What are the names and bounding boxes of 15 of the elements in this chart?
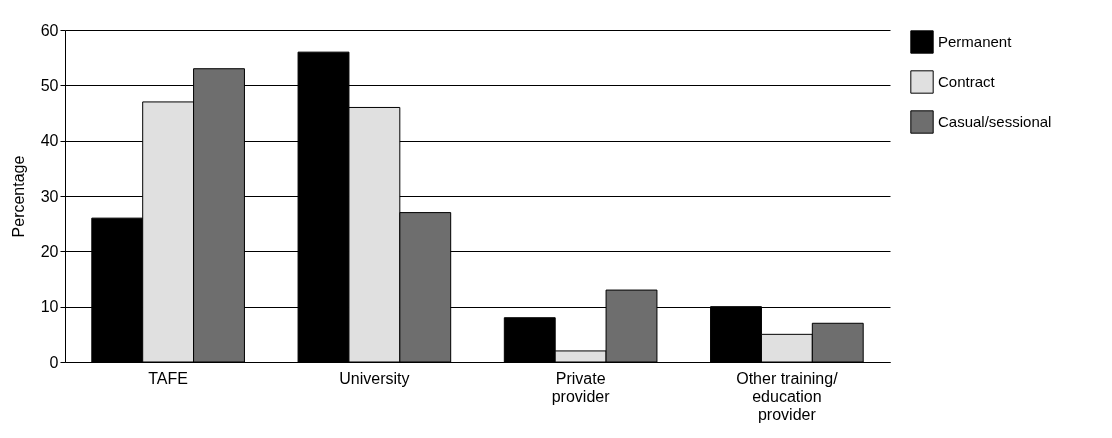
y-tick-label: 60 xyxy=(40,21,59,39)
x-tick-label: Other training/education provider xyxy=(736,369,839,423)
legend-label: Contract xyxy=(938,73,996,90)
y-tick-label: 50 xyxy=(40,76,59,94)
y-tick-label: 30 xyxy=(40,187,59,205)
y-tick-label: 40 xyxy=(40,132,59,150)
x-tick-label: Private provider xyxy=(551,369,611,405)
x-tick-label: TAFE xyxy=(148,369,188,387)
y-tick-label: 10 xyxy=(40,298,59,316)
x-tick-label: University xyxy=(339,369,410,387)
y-axis-title: Percentage xyxy=(9,155,27,238)
legend-label: Casual/sessional xyxy=(938,113,1052,130)
y-tick-label: 0 xyxy=(49,353,59,371)
y-tick-label: 20 xyxy=(40,242,59,260)
legend-label: Permanent xyxy=(938,33,1013,50)
